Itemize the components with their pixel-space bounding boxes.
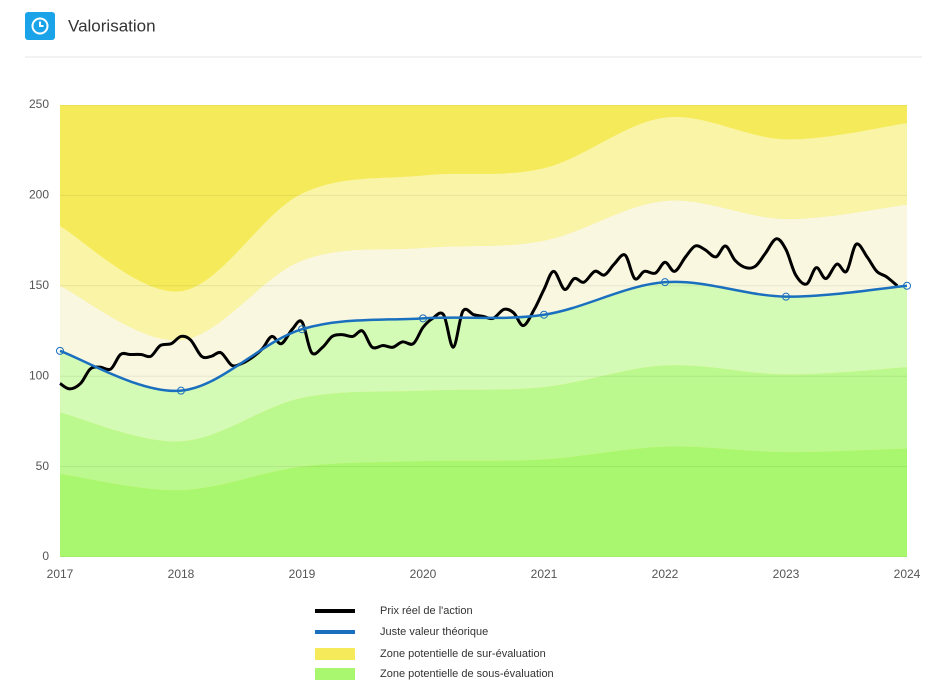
zone-band [60,117,907,341]
x-tick-label: 2024 [894,567,921,581]
clock-face [31,17,49,35]
point-marker [56,346,64,355]
legend-label: Prix réel de l'action [380,605,473,617]
y-tick-label: 100 [29,368,49,382]
x-tick-label: 2019 [289,567,316,581]
point-marker [903,281,911,290]
point-marker [177,386,185,395]
y-tick-label: 150 [29,278,49,292]
legend-label: Juste valeur théorique [380,626,488,638]
point-marker [661,278,669,287]
x-tick-label: 2021 [531,567,558,581]
point-marker [540,310,548,319]
x-tick-label: 2020 [410,567,437,581]
x-tick-label: 2023 [773,567,800,581]
point-marker [782,292,790,301]
point-marker [298,325,306,334]
legend-swatch [315,668,355,680]
y-tick-label: 50 [36,459,50,473]
legend-label: Zone potentielle de sur-évaluation [380,648,546,660]
clock-hands [39,21,44,27]
series-line [59,280,908,393]
x-tick-label: 2018 [168,567,195,581]
zone-band [60,281,907,442]
x-tick-label: 2017 [47,567,74,581]
legend-swatch [315,648,355,660]
legend-label: Zone potentielle de sous-évaluation [380,668,554,680]
overlay: 0 50 100 150 200 250 2017 2018 2019 2020 2021 2022 2… [29,97,921,680]
point-marker [419,314,427,323]
plot [60,105,907,557]
x-tick-label: 2022 [652,567,679,581]
header-title: Valorisation [68,16,156,35]
y-tick-label: 250 [29,97,49,111]
zone-band [60,365,907,491]
zone-band [60,446,907,557]
series-line [59,237,899,391]
y-tick-label: 200 [29,188,49,202]
y-tick-label: 0 [42,549,49,563]
